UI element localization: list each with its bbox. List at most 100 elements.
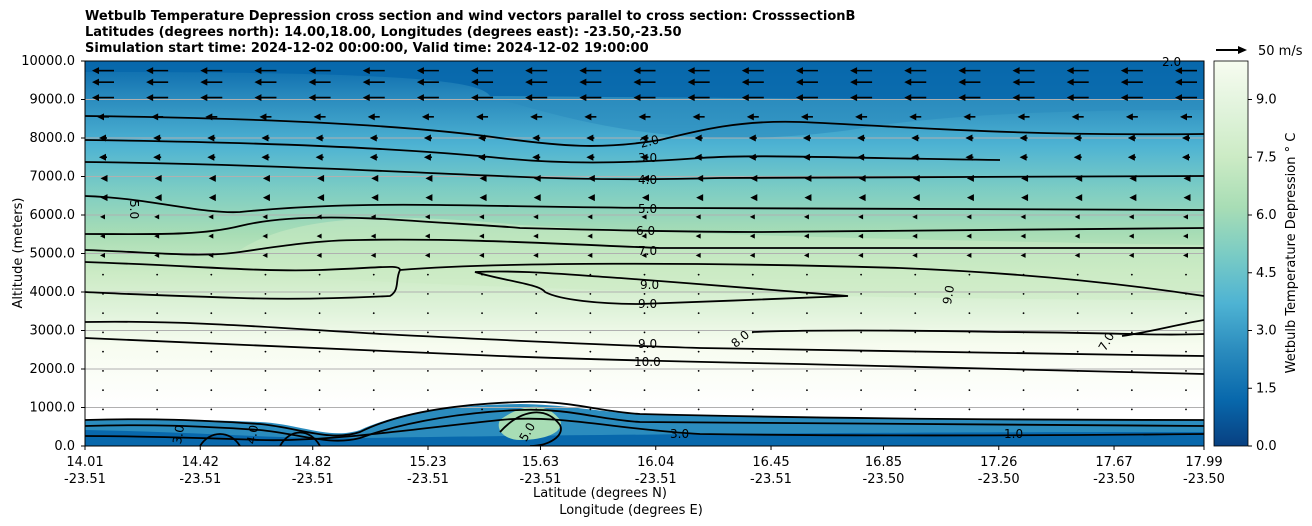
y-tick-label: 10000.0 (21, 54, 75, 69)
wind-vector-head (362, 78, 370, 86)
wind-vector-head (1075, 174, 1083, 182)
wind-vector-head (479, 233, 485, 239)
wind-vector-dot (860, 408, 862, 411)
colorbar-tick-label: 7.5 (1256, 150, 1277, 165)
wind-vector-head (803, 233, 809, 239)
wind-vector-head (587, 233, 593, 239)
wind-vector-head (200, 78, 208, 86)
wind-vector-dot (427, 312, 429, 315)
wind-vector-dot (210, 312, 213, 315)
wind-vector-head (92, 67, 99, 75)
wind-vector-head (904, 94, 912, 102)
x-tick-label-lon: -23.51 (64, 472, 106, 487)
wind-vector-head (1120, 94, 1128, 102)
wind-vector-dot (535, 408, 538, 411)
wind-vector-head (750, 194, 758, 202)
x-tick-label-lat: 16.85 (865, 455, 902, 470)
wind-vector-head (424, 233, 430, 239)
wind-vector-head (694, 153, 702, 161)
wind-vector-head (912, 214, 918, 220)
wind-vector-head (1020, 214, 1026, 220)
x-tick-label-lon: -23.50 (1183, 472, 1225, 487)
wind-vector-dot (535, 370, 538, 372)
wind-vector-dot (264, 331, 267, 334)
wind-vector-dot (372, 293, 375, 295)
wind-vector-head (525, 94, 533, 102)
wind-vector-dot (427, 389, 429, 392)
y-tick-label: 8000.0 (30, 131, 76, 146)
wind-vector-dot (372, 370, 375, 372)
wind-vector-head (802, 153, 810, 161)
wind-vector-head (696, 194, 704, 202)
wind-vector-head (1182, 153, 1189, 161)
wind-vector-dot (751, 312, 754, 315)
x-tick-label-lat: 14.82 (294, 455, 331, 470)
quiver-key: 50 m/s (1216, 44, 1303, 59)
wind-vector-dot (427, 350, 429, 353)
wind-vector-dot (914, 331, 917, 334)
wind-vector-dot (318, 389, 321, 392)
wind-vector-head (633, 67, 641, 75)
contour-label: 1.0 (1004, 427, 1023, 441)
wind-vector-head (587, 194, 595, 202)
wind-vector-head (579, 94, 587, 102)
x-tick-label-lat: 17.67 (1095, 455, 1132, 470)
wind-vector-head (1012, 67, 1020, 75)
wind-vector-head (308, 67, 316, 75)
wind-vector-head (1020, 252, 1026, 258)
wind-vector-head (912, 174, 920, 182)
wind-vector-head (966, 233, 972, 239)
wind-vector-dot (210, 331, 213, 334)
wind-vector-dot (156, 273, 159, 276)
wind-vector-dot (968, 331, 971, 334)
wind-vector-head (423, 134, 431, 142)
contour-label: 9.0 (940, 284, 957, 305)
wind-vector-head (479, 214, 485, 220)
wind-vector-dot (1185, 389, 1187, 392)
wind-vectors (92, 67, 1197, 411)
wind-vector-dot (1022, 293, 1025, 295)
wind-vector-head (857, 134, 865, 142)
wind-vector-dot (968, 293, 971, 295)
wind-vector-dot (427, 370, 429, 372)
wind-vector-head (750, 174, 758, 182)
x-tick-label-lon: -23.50 (978, 472, 1020, 487)
wind-vector-head (642, 194, 649, 202)
wind-vector-dot (1022, 312, 1025, 315)
wind-vector-head (1066, 67, 1074, 75)
wind-vector-head (533, 194, 541, 202)
contour-label: 9.0 (638, 337, 657, 351)
wind-vector-dot (751, 293, 754, 295)
wind-vector-head (208, 252, 214, 258)
wind-vector-head (416, 94, 424, 102)
wind-vector-dot (1185, 331, 1187, 334)
wind-vector-head (749, 214, 755, 220)
wind-vector-dot (806, 370, 808, 372)
wind-vector-head (254, 78, 262, 86)
y-tick-label: 7000.0 (30, 170, 76, 185)
colorbar-tick-label: 6.0 (1256, 208, 1277, 223)
wind-vector-head (1128, 214, 1134, 220)
wind-vector-head (1127, 153, 1135, 161)
wind-vector-head (100, 214, 105, 220)
wind-vector-head (1074, 252, 1080, 258)
y-tick-label: 9000.0 (30, 93, 76, 108)
wind-vector-dot (1185, 293, 1187, 295)
contour-7-right (1121, 319, 1204, 337)
wind-vector-head (912, 252, 918, 258)
quiver-key-label: 50 m/s (1258, 44, 1303, 59)
wind-vector-dot (589, 350, 592, 353)
wind-vector-dot (210, 350, 213, 353)
wind-vector-dot (589, 408, 592, 411)
wind-vector-head (687, 94, 695, 102)
wind-vector-dot (1076, 350, 1079, 353)
y-tick-label: 2000.0 (30, 362, 76, 377)
wind-vector-dot (210, 293, 213, 295)
wind-vector-head (858, 214, 864, 220)
wind-vector-head (371, 174, 379, 182)
wind-vector-head (1073, 134, 1081, 142)
wind-vector-dot (481, 273, 483, 276)
wind-vector-head (912, 194, 920, 202)
wind-vector-dot (1076, 293, 1079, 295)
wind-vector-dot (1022, 389, 1025, 392)
